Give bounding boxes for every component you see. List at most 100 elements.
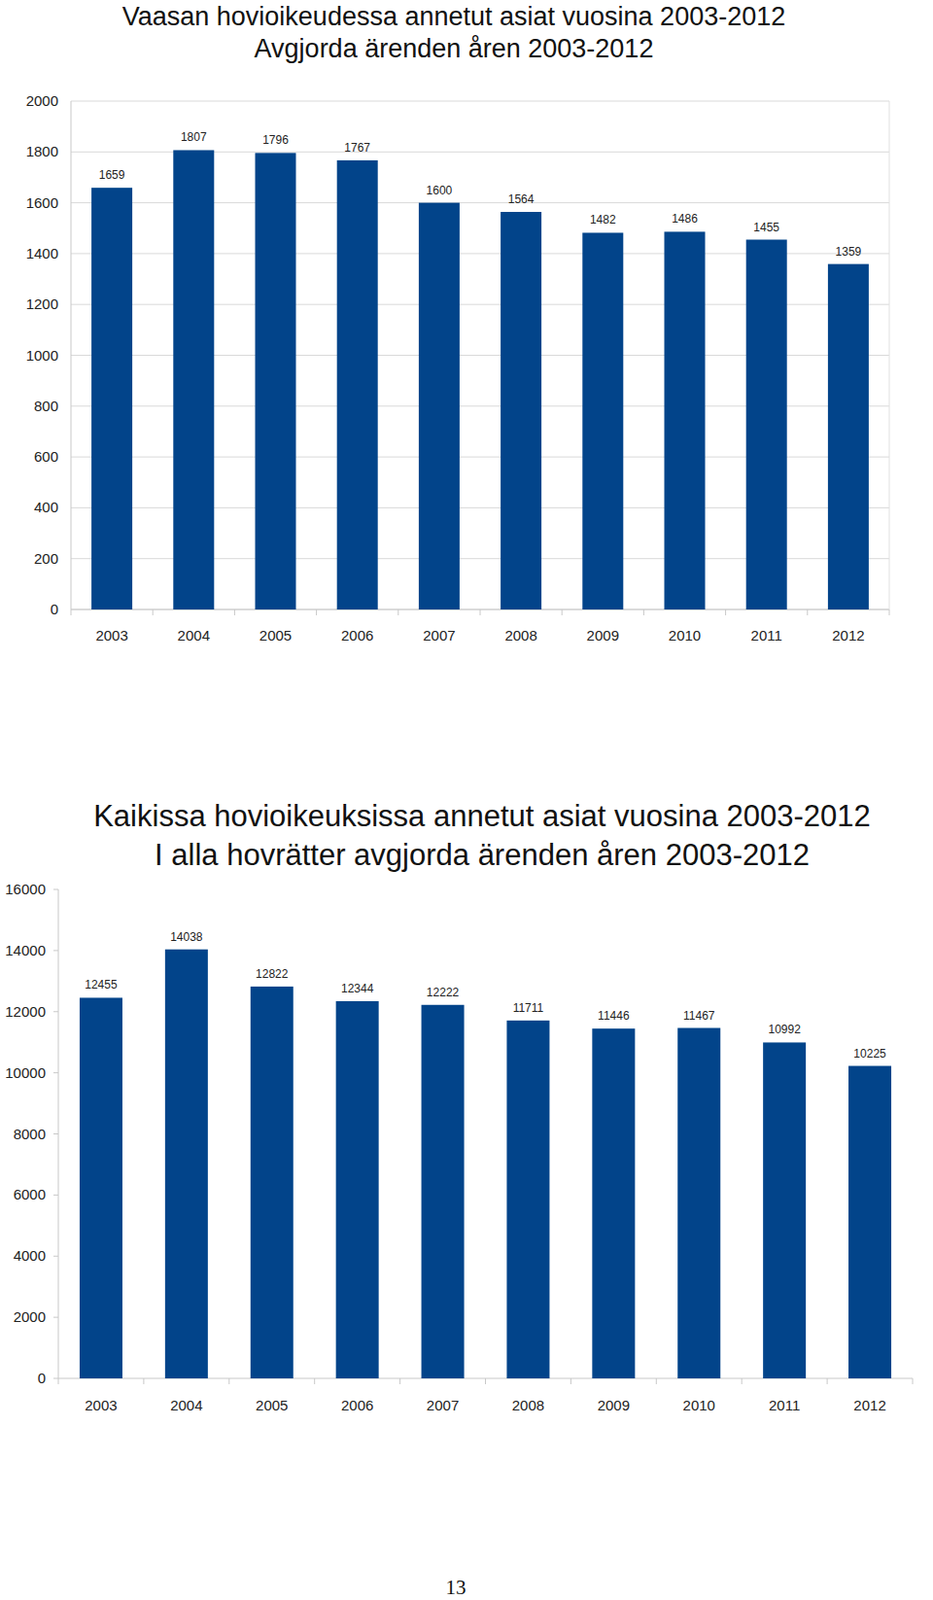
- x-tick-label: 2011: [768, 1396, 800, 1414]
- x-tick-mark: [656, 1378, 657, 1384]
- data-label: 1564: [508, 192, 535, 207]
- x-tick-label: 2009: [587, 626, 620, 644]
- bar: [172, 149, 214, 610]
- frame: [889, 101, 891, 610]
- y-tick-label: 16000: [4, 880, 46, 898]
- bar: [255, 152, 297, 610]
- y-tick-label: 6000: [13, 1185, 46, 1203]
- bar: [79, 997, 123, 1379]
- x-tick-label: 2006: [341, 1396, 374, 1414]
- x-tick-label: 2009: [597, 1396, 630, 1414]
- data-label: 10225: [853, 1046, 887, 1061]
- x-tick-mark: [142, 1378, 144, 1384]
- tick-mark: [53, 889, 59, 891]
- y-axis: [58, 889, 60, 1379]
- y-axis: [70, 101, 72, 610]
- chart-subtitle: I alla hovrätter avgjorda ärenden åren 2…: [154, 837, 810, 872]
- data-label: 1807: [180, 130, 208, 144]
- y-tick-label: 1800: [26, 142, 59, 160]
- data-label: 11711: [513, 1001, 545, 1015]
- grid-line: [70, 101, 890, 103]
- bar: [418, 203, 460, 610]
- data-label: 1482: [589, 212, 617, 227]
- data-label: 12822: [255, 967, 289, 981]
- tick-mark: [53, 949, 59, 951]
- data-label: 1455: [753, 220, 780, 235]
- tick-mark: [53, 1194, 59, 1196]
- y-tick-label: 8000: [13, 1125, 46, 1142]
- x-tick-label: 2004: [177, 626, 210, 644]
- x-tick-mark: [570, 1378, 572, 1384]
- bar: [828, 264, 869, 610]
- x-tick-label: 2011: [751, 626, 783, 644]
- tick-mark: [53, 1133, 59, 1135]
- x-tick-mark: [58, 1378, 60, 1384]
- chart-subtitle: Avgjorda ärenden åren 2003-2012: [254, 34, 655, 64]
- x-tick-label: 2003: [95, 626, 128, 644]
- bar: [421, 1004, 465, 1379]
- bar: [746, 240, 788, 610]
- x-tick-mark: [70, 609, 72, 616]
- x-tick-label: 2012: [853, 1396, 886, 1414]
- x-tick-label: 2007: [422, 626, 455, 644]
- x-tick-label: 2005: [255, 1396, 288, 1414]
- x-tick-mark: [889, 609, 891, 616]
- tick-mark: [53, 1071, 59, 1073]
- bar: [500, 211, 542, 610]
- x-tick-label: 2010: [683, 1396, 716, 1414]
- data-label: 12344: [341, 981, 375, 996]
- x-tick-mark: [806, 609, 808, 616]
- x-tick-label: 2004: [170, 1396, 203, 1414]
- bars: [79, 949, 892, 1379]
- x-tick-label: 2006: [341, 626, 374, 644]
- y-tick-label: 2000: [13, 1308, 46, 1325]
- y-tick-label: 1600: [26, 194, 59, 211]
- x-tick-label: 2008: [504, 626, 537, 644]
- y-tick-label: 200: [34, 550, 59, 567]
- x-tick-label: 2010: [668, 626, 701, 644]
- x-tick-label: 2007: [426, 1396, 459, 1414]
- bar: [582, 232, 623, 610]
- y-tick-label: 0: [37, 1369, 46, 1386]
- x-tick-label: 2012: [831, 626, 864, 644]
- x-tick-label: 2008: [512, 1396, 545, 1414]
- y-tick-label: 2000: [26, 92, 59, 109]
- x-tick-label: 2005: [259, 626, 292, 644]
- bar: [336, 1001, 380, 1379]
- x-tick-mark: [741, 1378, 743, 1384]
- page: 0200400600800100012001400160018002000165…: [0, 0, 933, 1600]
- y-tick-label: 0: [50, 600, 59, 618]
- x-tick-mark: [397, 609, 399, 616]
- bar: [165, 949, 208, 1379]
- chart-title: Kaikissa hovioikeuksissa annetut asiat v…: [93, 798, 871, 833]
- bar: [677, 1028, 721, 1379]
- x-tick-mark: [234, 609, 236, 616]
- x-tick-mark: [480, 609, 482, 616]
- data-label: 1796: [262, 133, 289, 147]
- tick-mark: [53, 1378, 59, 1380]
- y-tick-label: 400: [34, 498, 59, 516]
- data-label: 11446: [597, 1008, 630, 1023]
- data-label: 12222: [426, 985, 460, 1000]
- bar: [91, 187, 133, 610]
- x-tick-mark: [484, 1378, 486, 1384]
- data-label: 10992: [767, 1022, 801, 1037]
- tick-mark: [53, 1255, 59, 1257]
- chart-title: Vaasan hovioikeudessa annetut asiat vuos…: [122, 1, 787, 32]
- chart: 0200040006000800010000120001400016000124…: [4, 798, 913, 1414]
- data-label: 1659: [99, 168, 126, 182]
- x-tick-mark: [827, 1378, 829, 1384]
- y-tick-label: 10000: [4, 1064, 46, 1081]
- x-tick-mark: [228, 1378, 230, 1384]
- tick-mark: [53, 1316, 59, 1318]
- y-tick-label: 12000: [4, 1002, 46, 1020]
- x-tick-mark: [313, 1378, 315, 1384]
- x-tick-mark: [152, 609, 154, 616]
- bars: [91, 149, 869, 610]
- data-label: 1600: [426, 183, 453, 198]
- x-tick-mark: [561, 609, 563, 616]
- y-tick-label: 800: [34, 397, 59, 415]
- page-number: 13: [446, 1575, 467, 1599]
- data-label: 1486: [671, 211, 698, 226]
- y-tick-label: 1200: [26, 295, 59, 312]
